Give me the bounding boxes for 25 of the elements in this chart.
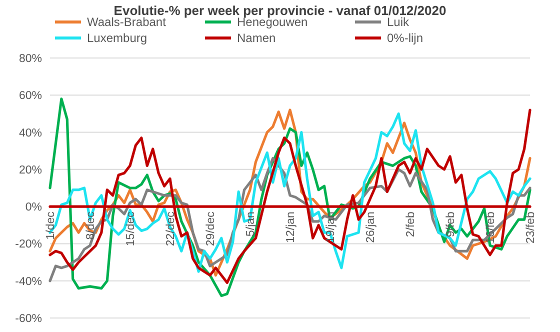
x-tick-label: 1/dec [45,211,58,240]
y-tick-label: 0% [25,202,42,214]
legend-label: Luxemburg [87,31,148,46]
x-tick-label: 12/jan [285,212,298,243]
x-tick-label: 5/jan [245,212,258,237]
y-tick-label: 40% [18,127,42,140]
legend-label: Waals-Brabant [87,15,167,30]
x-tick-label: 23/feb [525,212,538,244]
x-tick-label: 15/dec [125,211,138,246]
y-tick-label: 60% [18,90,42,102]
y-tick-label: 20% [18,164,42,176]
x-tick-label: 29/dec [205,211,218,246]
legend-label: Luik [387,15,410,30]
y-tick-label: -40% [15,276,42,288]
y-tick-label: -20% [15,238,42,251]
legend-label: Namen [237,31,276,46]
chart-title: Evolutie-% per week per provincie - vanaf 01/012/2020 [114,3,446,18]
legend-label: 0%-lijn [387,31,424,46]
x-tick-label: 9/feb [445,212,458,238]
x-tick-label: 22/dec [165,211,178,246]
y-tick-label: -60% [15,313,42,326]
x-tick-label: 2/feb [405,212,418,238]
x-tick-label: 26/jan [365,212,378,243]
x-tick-label: 8/dec [85,211,98,240]
y-tick-label: 80% [18,53,42,66]
